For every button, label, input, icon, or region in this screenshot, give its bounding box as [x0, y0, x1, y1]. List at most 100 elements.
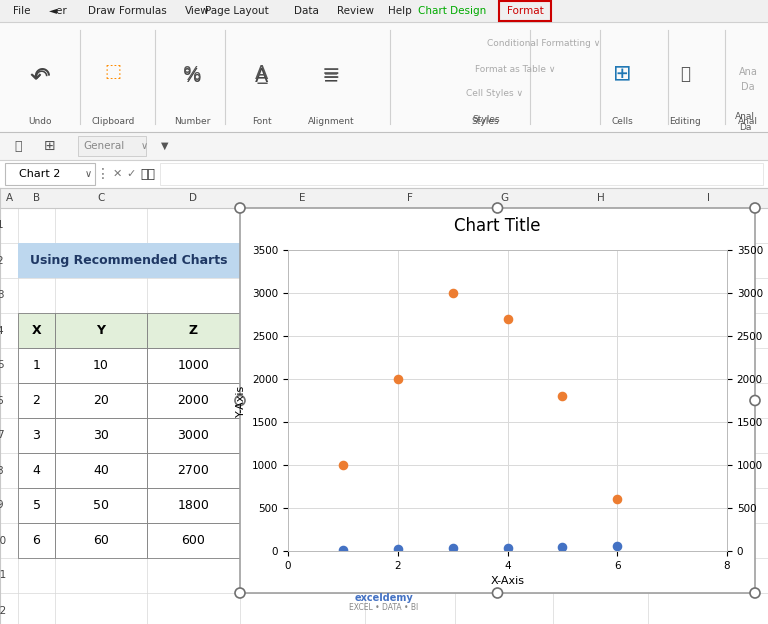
Text: 11: 11: [0, 570, 7, 580]
Text: I: I: [707, 193, 710, 203]
Circle shape: [235, 588, 245, 598]
Text: Chart 2: Chart 2: [19, 169, 61, 179]
Point: [446, 544, 458, 553]
Text: 4: 4: [0, 326, 3, 336]
Text: Anal
Da: Anal Da: [735, 112, 755, 132]
Text: 2000: 2000: [177, 394, 210, 407]
Text: ≡: ≡: [323, 67, 339, 87]
Bar: [0, 188, 768, 208]
Bar: [55, 418, 147, 453]
Text: C: C: [98, 193, 104, 203]
Text: File: File: [13, 6, 31, 16]
Text: 10: 10: [93, 359, 109, 372]
Text: ↶: ↶: [29, 65, 51, 89]
Point: [556, 542, 568, 552]
Bar: [55, 453, 147, 488]
Circle shape: [750, 396, 760, 406]
Text: Cell Styles ∨: Cell Styles ∨: [466, 89, 523, 99]
Text: Editing: Editing: [669, 117, 701, 127]
Point: [446, 288, 458, 298]
Bar: [55, 383, 147, 418]
Bar: [18, 488, 55, 523]
Bar: [18, 243, 240, 278]
Circle shape: [235, 203, 245, 213]
Text: EXCEL • DATA • BI: EXCEL • DATA • BI: [349, 603, 419, 613]
Text: 5: 5: [32, 499, 41, 512]
Text: 30: 30: [93, 429, 109, 442]
Text: 12: 12: [0, 605, 7, 615]
Text: Styles: Styles: [472, 117, 498, 127]
Text: Y: Y: [97, 324, 105, 337]
Text: exceldemy: exceldemy: [355, 593, 413, 603]
Text: 20: 20: [93, 394, 109, 407]
Bar: [18, 348, 55, 383]
Text: 3: 3: [32, 429, 41, 442]
Circle shape: [492, 203, 502, 213]
Text: Da: Da: [741, 82, 755, 92]
Text: 1800: 1800: [177, 499, 210, 512]
Circle shape: [235, 396, 245, 406]
Bar: [55, 348, 147, 383]
Text: 🖨: 🖨: [15, 140, 22, 152]
Text: 5: 5: [0, 361, 3, 371]
Text: Formulas: Formulas: [119, 6, 167, 16]
Point: [336, 460, 349, 470]
Bar: [18, 383, 55, 418]
Text: ↶: ↶: [31, 67, 48, 87]
Text: General: General: [84, 141, 124, 151]
Text: 9: 9: [0, 500, 3, 510]
Text: 2: 2: [32, 394, 41, 407]
Text: Format as Table ∨: Format as Table ∨: [475, 64, 555, 74]
Text: 1: 1: [32, 359, 41, 372]
Text: 7: 7: [0, 431, 3, 441]
Text: ⬚: ⬚: [104, 63, 121, 81]
Text: 🔍: 🔍: [680, 65, 690, 83]
Bar: [0, 0, 768, 22]
Text: 4: 4: [32, 464, 41, 477]
Text: 6: 6: [32, 534, 41, 547]
Bar: [18, 453, 55, 488]
Bar: [147, 488, 240, 523]
Bar: [147, 453, 240, 488]
Text: Clipboard: Clipboard: [91, 117, 134, 127]
Text: Format: Format: [507, 6, 544, 16]
Bar: [18, 523, 55, 558]
Bar: [55, 313, 147, 348]
X-axis label: X-Axis: X-Axis: [491, 577, 525, 587]
Text: Chart Title: Chart Title: [454, 217, 541, 235]
Bar: [55, 488, 147, 523]
Text: E: E: [300, 193, 306, 203]
Bar: [147, 313, 240, 348]
Bar: [55, 523, 147, 558]
Text: Styles: Styles: [472, 115, 500, 125]
Text: View: View: [184, 6, 210, 16]
Text: ⋮: ⋮: [96, 167, 110, 181]
Point: [556, 391, 568, 401]
Text: Review: Review: [336, 6, 373, 16]
Text: 𝑓𝑥: 𝑓𝑥: [141, 167, 155, 180]
Text: 10: 10: [0, 535, 7, 545]
Point: [392, 374, 404, 384]
Text: ≡: ≡: [322, 64, 340, 84]
Text: 50: 50: [93, 499, 109, 512]
Bar: [0, 132, 768, 160]
Text: Page Layout: Page Layout: [205, 6, 269, 16]
Bar: [78, 136, 146, 156]
Bar: [18, 418, 55, 453]
Text: Help: Help: [388, 6, 412, 16]
Text: ◄er: ◄er: [48, 6, 68, 16]
Circle shape: [750, 588, 760, 598]
Text: 1: 1: [0, 220, 3, 230]
Bar: [147, 523, 240, 558]
Text: ⊞: ⊞: [613, 64, 631, 84]
Bar: [5, 163, 95, 185]
Point: [611, 541, 624, 551]
Text: 600: 600: [181, 534, 205, 547]
Text: Cells: Cells: [611, 117, 633, 127]
Text: Chart Design: Chart Design: [418, 6, 486, 16]
Bar: [0, 160, 768, 188]
Text: ✕: ✕: [112, 169, 121, 179]
Text: Number: Number: [174, 117, 210, 127]
Text: 3000: 3000: [177, 429, 210, 442]
Bar: [160, 163, 763, 185]
